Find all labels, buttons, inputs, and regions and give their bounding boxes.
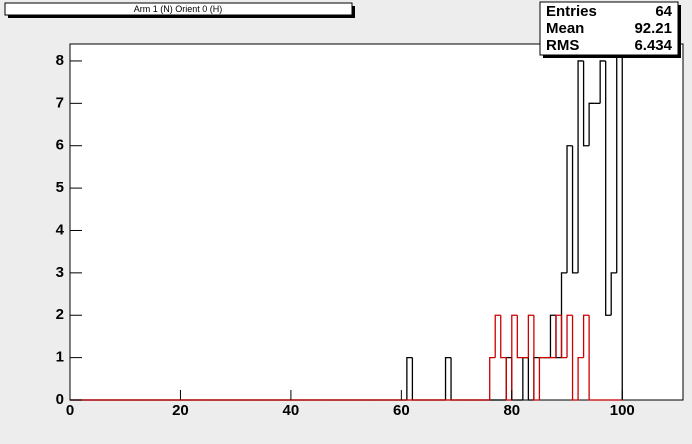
- histogram-bin: [605, 60, 612, 316]
- histogram-bin: [500, 315, 507, 359]
- y-tick-label: 3: [56, 264, 64, 281]
- y-tick-label: 5: [56, 179, 64, 196]
- stats-label: RMS: [546, 37, 579, 54]
- histogram-bin: [505, 357, 512, 401]
- stats-label: Mean: [546, 20, 584, 37]
- histogram-bin: [527, 314, 534, 358]
- histogram-bin: [489, 356, 496, 400]
- histogram-bin: [588, 315, 595, 401]
- x-tick-label: 60: [393, 402, 410, 419]
- histogram-bin: [511, 314, 518, 400]
- histogram-bin: [571, 315, 579, 401]
- histogram-bin: [566, 314, 573, 358]
- histogram-bin: [610, 272, 617, 316]
- y-tick-label: 0: [56, 391, 64, 408]
- histogram-bin: [582, 314, 590, 358]
- histogram-bin: [571, 145, 579, 274]
- histogram-bin: [582, 60, 590, 147]
- histogram-bin: [516, 315, 523, 359]
- title: Arm 1 (N) Orient 0 (H): [134, 4, 223, 14]
- histogram-bin: [533, 315, 540, 401]
- histogram-bin: [549, 314, 556, 358]
- x-tick-label: 0: [66, 402, 74, 419]
- y-tick-label: 7: [56, 94, 64, 111]
- histogram-bin: [527, 357, 534, 401]
- stats-box: [539, 1, 679, 56]
- histogram-bin: [560, 315, 568, 359]
- title-box: [4, 2, 353, 16]
- histogram-bin: [538, 356, 545, 400]
- histogram-bin: [616, 44, 623, 400]
- stats-value: 64: [655, 3, 672, 20]
- histogram-bin: [577, 60, 584, 273]
- frame: [69, 43, 684, 401]
- y-tick-label: 6: [56, 137, 64, 154]
- histogram-bin: [406, 356, 413, 400]
- y-tick-label: 1: [56, 349, 64, 366]
- histogram-bin: [566, 145, 573, 273]
- x-tick-label: 80: [503, 402, 520, 419]
- stats-value: 6.434: [634, 37, 672, 54]
- x-tick-label: 100: [610, 402, 635, 419]
- histogram-bin: [555, 314, 562, 358]
- stats-value: 92.21: [634, 20, 672, 37]
- stats-label: Entries: [546, 3, 597, 20]
- y-tick-label: 8: [56, 52, 64, 69]
- histogram-bin: [599, 60, 606, 104]
- histogram-bin: [494, 314, 501, 358]
- histogram-bin: [588, 102, 595, 146]
- x-tick-label: 20: [172, 402, 189, 419]
- histogram-bin: [444, 356, 452, 400]
- histogram: [70, 314, 623, 401]
- histogram-bin: [577, 356, 584, 400]
- y-tick-label: 2: [56, 306, 64, 323]
- y-tick-label: 4: [56, 221, 65, 238]
- x-tick-label: 40: [283, 402, 300, 419]
